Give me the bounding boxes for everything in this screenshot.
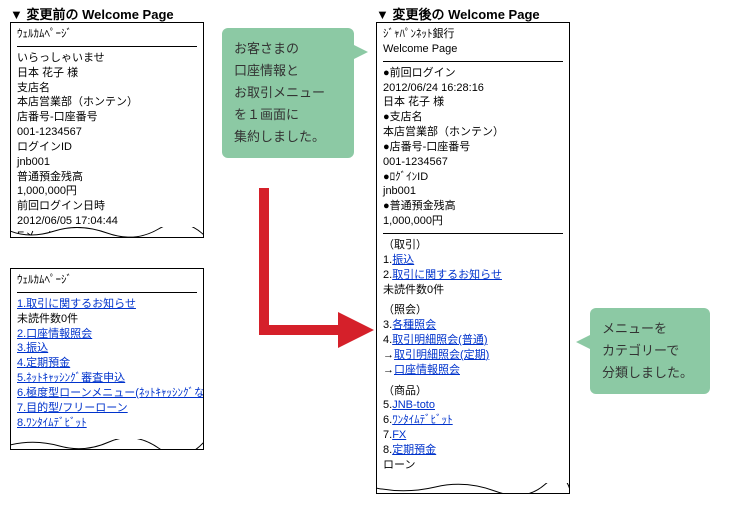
menu-item[interactable]: 3.各種照会 xyxy=(383,318,563,333)
torn-edge xyxy=(10,439,204,450)
info-line: 1,000,000円 xyxy=(17,184,197,199)
info-line: 本店営業部（ホンテン） xyxy=(383,125,563,140)
menu-link[interactable]: 7.目的型/フリーローン xyxy=(17,402,128,414)
section-label: （照会） xyxy=(383,303,563,318)
menu-item[interactable]: 3.振込 xyxy=(17,341,197,356)
header-before: ▼ 変更前の Welcome Page xyxy=(10,4,174,23)
section-label: （商品） xyxy=(383,384,563,399)
info-line: ●前回ログイン xyxy=(383,66,563,81)
info-line: 日本 花子 様 xyxy=(17,66,197,81)
menu-link[interactable]: 取引に関するお知らせ xyxy=(392,269,502,281)
panel-before-menu: ｳｪﾙｶﾑﾍﾟｰｼﾞ 1.取引に関するお知らせ未読件数0件2.口座情報照会 3.振… xyxy=(10,268,204,450)
panel-title: ｳｪﾙｶﾑﾍﾟｰｼﾞ xyxy=(17,273,197,288)
info-line: 2012/06/05 17:04:44 xyxy=(17,214,197,229)
menu-link[interactable]: 振込 xyxy=(392,254,414,266)
menu-item[interactable]: 6.極度型ローンメニュー(ﾈｯﾄｷｬｯｼﾝｸﾞなど) xyxy=(17,386,197,401)
torn-edge xyxy=(376,483,570,494)
menu-item[interactable]: 5.JNB-toto xyxy=(383,398,563,413)
info-line: ●支店名 xyxy=(383,110,563,125)
info-line: 日本 花子 様 xyxy=(383,95,563,110)
menu-item[interactable]: 1.振込 xyxy=(383,253,563,268)
info-line: jnb001 xyxy=(17,155,197,170)
callout-line: 集約しました。 xyxy=(234,126,342,148)
info-line: ログインID xyxy=(17,140,197,155)
divider xyxy=(17,292,197,293)
menu-link[interactable]: ﾜﾝﾀｲﾑﾃﾞﾋﾞｯﾄ xyxy=(392,414,453,426)
callout-line: を１画面に xyxy=(234,104,342,126)
info-line: 支店名 xyxy=(17,81,197,96)
menu-link[interactable]: 2.口座情報照会 xyxy=(17,328,92,340)
info-line: ●普通預金残高 xyxy=(383,199,563,214)
menu-item[interactable]: 4.定期預金 xyxy=(17,356,197,371)
info-line: 1,000,000円 xyxy=(383,214,563,229)
callout-line: 分類しました。 xyxy=(602,362,698,384)
info-line: 001-1234567 xyxy=(17,125,197,140)
menu-link[interactable]: 4.定期預金 xyxy=(17,357,70,369)
menu-item[interactable]: 7.FX xyxy=(383,428,563,443)
menu-item[interactable]: →取引明細照会(定期) xyxy=(383,348,563,363)
info-line: ●店番号-口座番号 xyxy=(383,140,563,155)
menu-item[interactable]: →口座情報照会 xyxy=(383,363,563,378)
header-after: ▼ 変更後の Welcome Page xyxy=(376,4,540,23)
callout-line: お客さまの xyxy=(234,38,342,60)
callout-line: メニューを xyxy=(602,318,698,340)
menu-link[interactable]: JNB-toto xyxy=(392,399,435,411)
menu-item[interactable]: 1.取引に関するお知らせ xyxy=(17,297,197,312)
menu-link[interactable]: 定期預金 xyxy=(392,444,436,456)
menu-link[interactable]: 取引明細照会(定期) xyxy=(394,349,489,361)
menu-link[interactable]: FX xyxy=(392,429,406,441)
divider xyxy=(17,46,197,47)
menu-link[interactable]: 8.ﾜﾝﾀｲﾑﾃﾞﾋﾞｯﾄ xyxy=(17,417,87,429)
menu-item: ローン xyxy=(383,458,563,473)
menu-item: 未読件数0件 xyxy=(383,283,563,298)
info-line: Eメールアドレス xyxy=(17,229,197,238)
info-line: 本店営業部（ホンテン） xyxy=(17,95,197,110)
panel-after: ｼﾞｬﾊﾟﾝﾈｯﾄ銀行 Welcome Page ●前回ログイン2012/06/… xyxy=(376,22,570,494)
divider xyxy=(383,233,563,234)
divider xyxy=(383,61,563,62)
menu-item[interactable]: 4.取引明細照会(普通) xyxy=(383,333,563,348)
menu-item: 未読件数0件 xyxy=(17,312,197,327)
info-line: 店番号-口座番号 xyxy=(17,110,197,125)
menu-item[interactable]: 5.ﾈｯﾄｷｬｯｼﾝｸﾞ審査申込 xyxy=(17,371,197,386)
menu-link[interactable]: 6.極度型ローンメニュー(ﾈｯﾄｷｬｯｼﾝｸﾞなど) xyxy=(17,387,204,399)
panel-title: ｳｪﾙｶﾑﾍﾟｰｼﾞ xyxy=(17,27,197,42)
menu-link[interactable]: 5.ﾈｯﾄｷｬｯｼﾝｸﾞ審査申込 xyxy=(17,372,125,384)
callout-line: お取引メニュー xyxy=(234,82,342,104)
info-line: 2012/06/24 16:28:16 xyxy=(383,81,563,96)
info-line: jnb001 xyxy=(383,184,563,199)
menu-link[interactable]: 取引明細照会(普通) xyxy=(392,334,487,346)
after-title-2: Welcome Page xyxy=(383,42,563,57)
callout-category: メニューをカテゴリーで分類しました。 xyxy=(590,308,710,394)
menu-item[interactable]: 2.口座情報照会 xyxy=(17,327,197,342)
info-line: 普通預金残高 xyxy=(17,170,197,185)
menu-item[interactable]: 7.目的型/フリーローン xyxy=(17,401,197,416)
panel-before-info: ｳｪﾙｶﾑﾍﾟｰｼﾞ いらっしゃいませ 日本 花子 様支店名 本店営業部（ホンテ… xyxy=(10,22,204,238)
menu-link[interactable]: 3.振込 xyxy=(17,342,48,354)
info-line: いらっしゃいませ xyxy=(17,51,197,66)
menu-item[interactable]: 6.ﾜﾝﾀｲﾑﾃﾞﾋﾞｯﾄ xyxy=(383,413,563,428)
section-label: （取引） xyxy=(383,238,563,253)
after-title-1: ｼﾞｬﾊﾟﾝﾈｯﾄ銀行 xyxy=(383,27,563,42)
menu-item[interactable]: 2.取引に関するお知らせ xyxy=(383,268,563,283)
callout-line: 口座情報と xyxy=(234,60,342,82)
menu-item[interactable]: 8.定期預金 xyxy=(383,443,563,458)
menu-item[interactable]: 8.ﾜﾝﾀｲﾑﾃﾞﾋﾞｯﾄ xyxy=(17,416,197,431)
menu-link[interactable]: 1.取引に関するお知らせ xyxy=(17,298,136,310)
callout-line: カテゴリーで xyxy=(602,340,698,362)
info-line: 前回ログイン日時 xyxy=(17,199,197,214)
flow-arrow xyxy=(206,178,378,358)
info-line: ●ﾛｸﾞｲﾝID xyxy=(383,170,563,185)
menu-link[interactable]: 各種照会 xyxy=(392,319,436,331)
menu-link[interactable]: 口座情報照会 xyxy=(394,364,460,376)
info-line: 001-1234567 xyxy=(383,155,563,170)
callout-consolidated: お客さまの口座情報とお取引メニューを１画面に集約しました。 xyxy=(222,28,354,158)
